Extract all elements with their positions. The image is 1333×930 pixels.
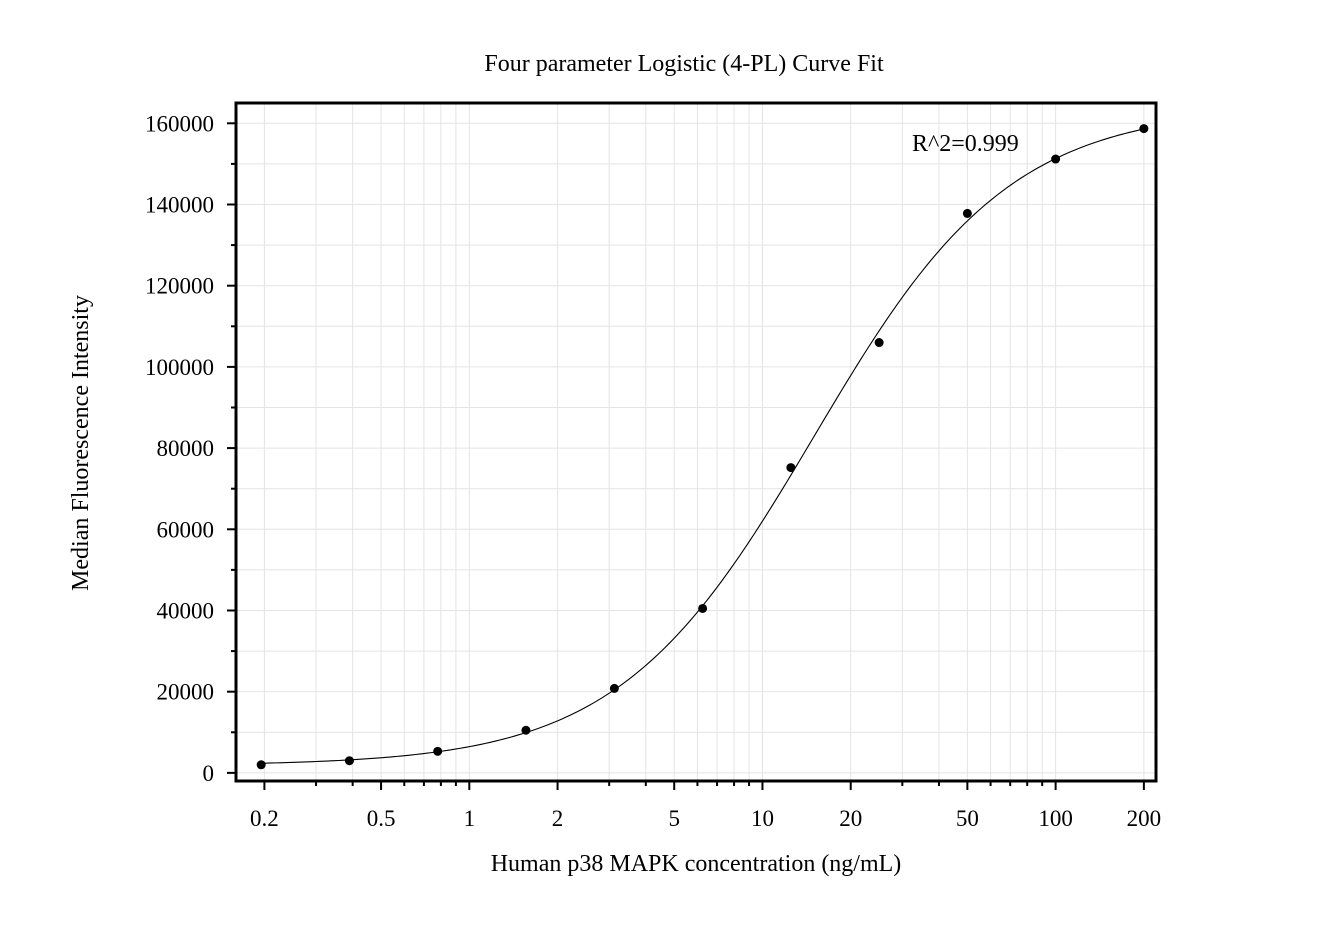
y-tick-label: 80000	[157, 436, 215, 461]
y-tick-label: 0	[203, 761, 215, 786]
data-points	[256, 124, 1149, 770]
y-tick-label: 40000	[157, 598, 215, 623]
x-tick-label: 200	[1127, 806, 1162, 831]
data-point	[609, 683, 619, 693]
x-tick-label: 5	[668, 806, 680, 831]
x-tick-label: 0.5	[367, 806, 396, 831]
data-point	[962, 208, 972, 218]
x-tick-label: 10	[751, 806, 774, 831]
x-tick-label: 100	[1038, 806, 1073, 831]
data-point	[786, 463, 796, 473]
data-point	[1139, 124, 1149, 134]
x-tick-labels: 0.2 0.5 1 2 5 10 20 50 100 200	[250, 806, 1161, 831]
x-axis-label: Human p38 MAPK concentration (ng/mL)	[491, 851, 902, 877]
y-tick-label: 100000	[145, 355, 214, 380]
data-point	[874, 338, 884, 348]
axis-ticks	[227, 122, 1145, 790]
y-tick-label: 120000	[145, 274, 214, 299]
y-tick-label: 60000	[157, 517, 215, 542]
data-point	[1051, 154, 1061, 164]
data-point	[256, 760, 266, 770]
chart-title: Four parameter Logistic (4-PL) Curve Fit	[484, 51, 884, 77]
data-point	[521, 725, 531, 735]
y-tick-label: 140000	[145, 192, 214, 217]
y-tick-label: 160000	[145, 111, 214, 136]
data-point	[344, 756, 354, 766]
grid-layer	[236, 103, 1156, 781]
y-tick-label: 20000	[157, 680, 215, 705]
x-tick-label: 1	[464, 806, 476, 831]
data-point	[698, 603, 708, 613]
x-tick-label: 20	[839, 806, 862, 831]
r-squared-annotation: R^2=0.999	[912, 131, 1019, 157]
x-tick-label: 50	[956, 806, 979, 831]
data-point	[433, 746, 443, 756]
x-tick-label: 2	[552, 806, 564, 831]
fit-curve	[261, 128, 1144, 764]
y-tick-labels: 0 20000 40000 60000 80000 100000 120000 140000 1…	[145, 111, 214, 786]
x-tick-label: 0.2	[250, 806, 279, 831]
y-axis-label: Median Fluorescence Intensity	[68, 295, 94, 591]
plot-frame	[234, 101, 1158, 783]
